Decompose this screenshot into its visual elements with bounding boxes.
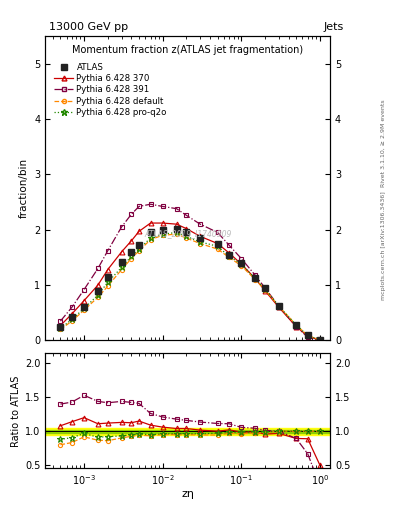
Text: Jets: Jets [323,22,344,32]
Bar [45,428,330,435]
Text: 13000 GeV pp: 13000 GeV pp [49,22,128,32]
Y-axis label: Ratio to ATLAS: Ratio to ATLAS [11,375,21,446]
Text: Momentum fraction z(ATLAS jet fragmentation): Momentum fraction z(ATLAS jet fragmentat… [72,45,303,55]
Bar [45,430,330,433]
Text: Rivet 3.1.10, ≥ 2.9M events: Rivet 3.1.10, ≥ 2.9M events [381,99,386,187]
Text: ATLAS_2019_I1740909: ATLAS_2019_I1740909 [144,229,231,239]
Y-axis label: fraction/bin: fraction/bin [18,158,29,218]
Text: mcplots.cern.ch [arXiv:1306.3436]: mcplots.cern.ch [arXiv:1306.3436] [381,191,386,300]
X-axis label: zη: zη [181,488,194,499]
Legend: ATLAS, Pythia 6.428 370, Pythia 6.428 391, Pythia 6.428 default, Pythia 6.428 pr: ATLAS, Pythia 6.428 370, Pythia 6.428 39… [52,61,169,118]
